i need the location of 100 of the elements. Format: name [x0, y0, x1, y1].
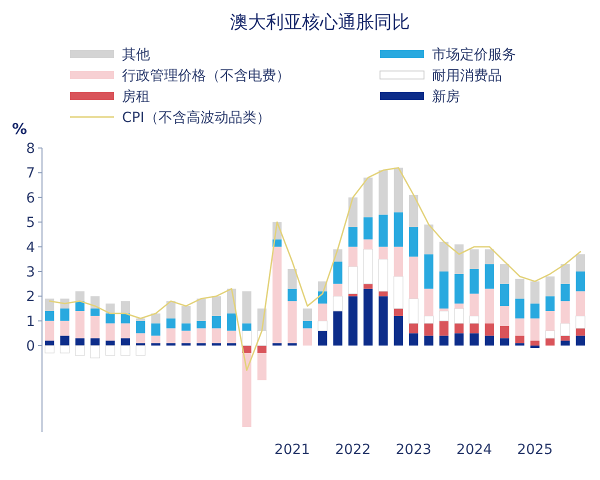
bar: [364, 284, 373, 289]
bar: [166, 343, 176, 346]
bar: [439, 336, 448, 346]
bar: [151, 313, 160, 324]
bar: [378, 170, 388, 215]
bar: [364, 288, 373, 346]
bar: [242, 323, 252, 331]
bar: [378, 246, 388, 260]
bar: [484, 288, 494, 324]
legend-label: 房租: [122, 89, 150, 105]
bar: [45, 310, 54, 321]
legend-label: 耐用消费品: [432, 68, 502, 84]
bar: [409, 333, 418, 346]
bar: [560, 340, 570, 346]
legend-label: 行政管理价格（不含电费）: [122, 68, 290, 84]
bar: [439, 271, 448, 309]
bar: [288, 343, 297, 346]
bar: [500, 338, 510, 346]
bar: [364, 239, 373, 250]
y-tick-label: 2: [26, 289, 35, 306]
bar: [560, 336, 570, 341]
bar: [409, 323, 418, 334]
bar: [60, 345, 70, 354]
bar: [515, 343, 524, 346]
bar: [106, 313, 115, 324]
legend-label: 其他: [122, 47, 150, 63]
bar: [45, 340, 54, 346]
bar: [470, 249, 479, 270]
y-tick-label: 0: [26, 338, 35, 355]
bar: [545, 330, 555, 338]
bar: [242, 291, 252, 324]
bar: [196, 298, 206, 321]
bar: [272, 246, 282, 344]
y-axis-title: %: [12, 120, 28, 138]
bar: [212, 316, 221, 328]
bar: [394, 308, 403, 316]
bar: [348, 266, 358, 294]
bar: [196, 320, 206, 328]
bar: [182, 330, 191, 344]
bar: [212, 343, 221, 346]
bar: [576, 328, 585, 336]
bar: [364, 217, 373, 240]
bar: [364, 178, 373, 218]
bar: [378, 296, 388, 346]
bar: [560, 301, 570, 324]
bar: [136, 320, 146, 334]
bar: [90, 308, 100, 316]
bar: [515, 318, 524, 336]
bar: [546, 310, 555, 331]
bar: [182, 306, 191, 324]
bar: [75, 345, 85, 356]
bar: [530, 281, 540, 304]
bar: [576, 336, 585, 346]
bar: [227, 313, 236, 331]
legend-label: 市场定价服务: [432, 47, 516, 63]
bar: [560, 323, 570, 336]
bar: [136, 345, 146, 356]
bar: [454, 244, 464, 274]
bar: [546, 296, 555, 311]
y-tick-label: 3: [26, 264, 35, 280]
bar: [576, 291, 585, 316]
x-tick-label: 2022: [335, 442, 371, 458]
bar: [484, 264, 494, 289]
bar: [348, 197, 358, 228]
bar: [196, 328, 206, 344]
legend-label: 新房: [432, 89, 460, 105]
bar: [394, 276, 404, 309]
bar: [106, 340, 115, 346]
bar: [484, 323, 494, 336]
y-tick-label: 7: [26, 166, 35, 182]
y-tick-label: 1: [26, 314, 35, 330]
bar: [363, 248, 373, 284]
bar: [44, 345, 54, 354]
bar: [470, 333, 479, 346]
bar: [318, 330, 328, 346]
bar: [424, 336, 434, 346]
bar: [288, 301, 297, 344]
bar: [454, 333, 464, 346]
bar: [90, 338, 100, 346]
bar: [560, 264, 570, 284]
bar: [212, 328, 221, 344]
bar: [424, 323, 434, 336]
bar: [182, 323, 191, 331]
bar: [500, 284, 510, 306]
bar: [500, 264, 510, 284]
bar: [546, 276, 555, 296]
bar: [394, 316, 403, 346]
bar: [45, 298, 54, 311]
bar: [439, 242, 448, 272]
bar: [439, 320, 448, 336]
bar: [500, 306, 510, 326]
bar: [378, 258, 388, 292]
bar: [484, 336, 494, 346]
bar: [227, 343, 236, 346]
bar: [288, 269, 297, 289]
bar: [166, 318, 176, 328]
bar: [302, 328, 312, 346]
bar: [470, 294, 479, 316]
x-tick-label: 2025: [517, 442, 553, 458]
bar: [394, 212, 403, 247]
